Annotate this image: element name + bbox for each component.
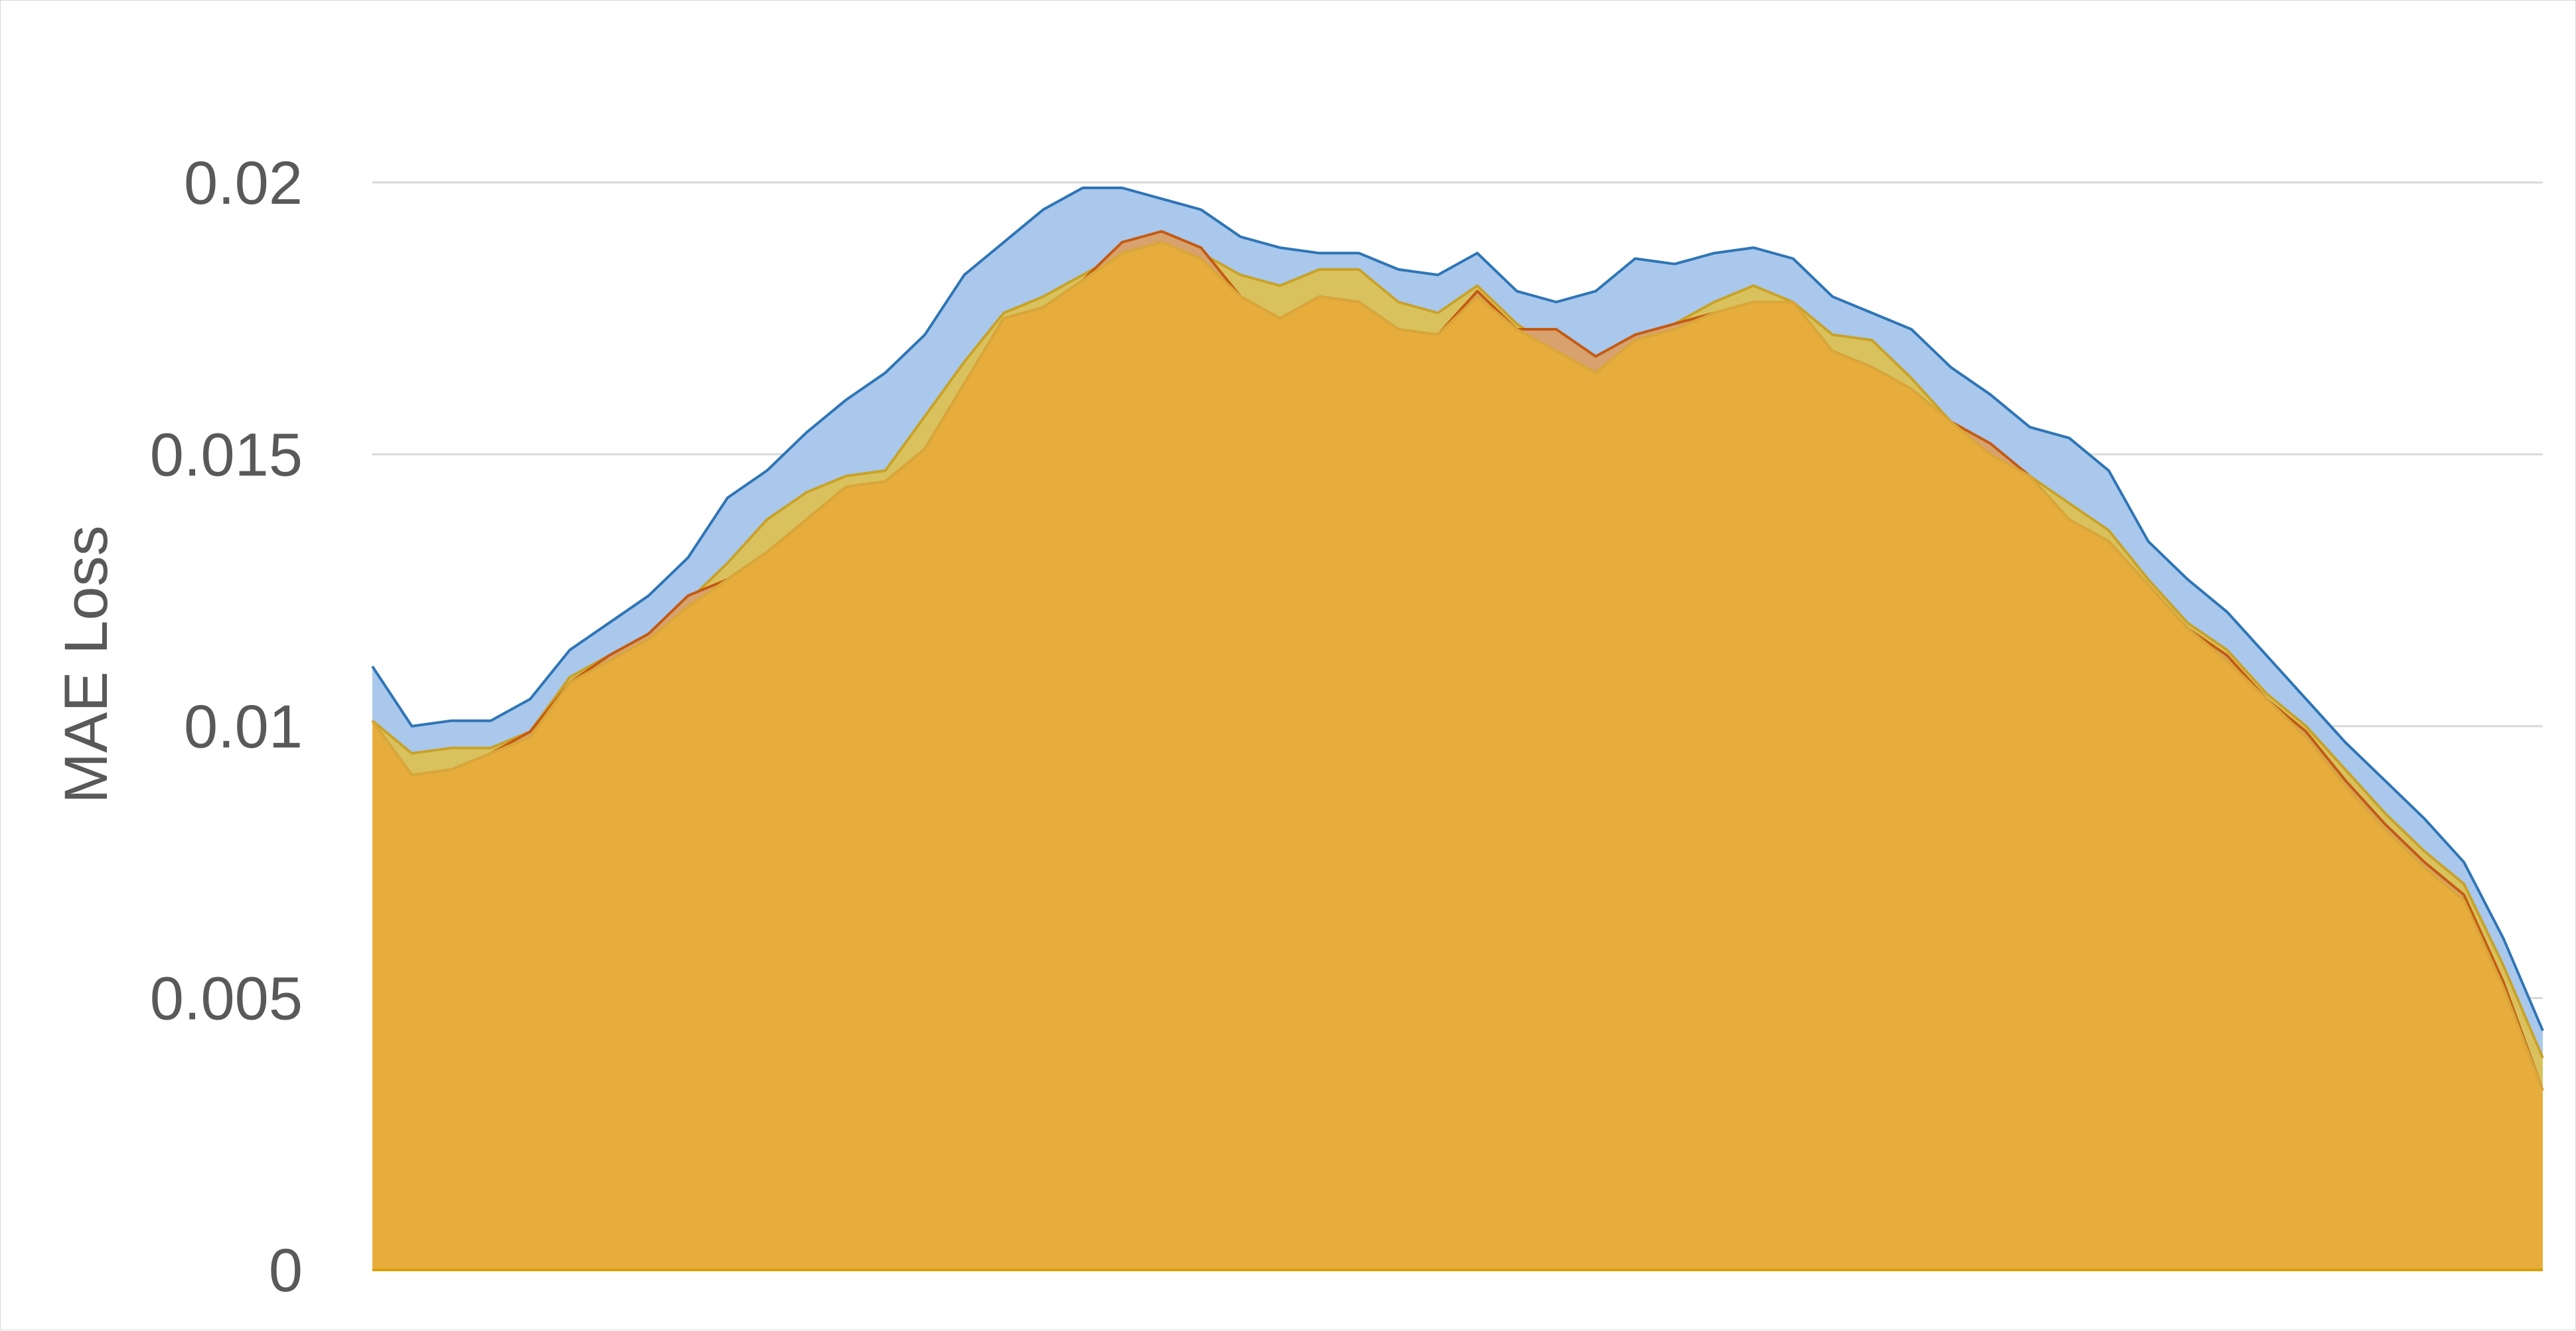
- y-axis: 0 0.005 0.01 0.015 0.02: [150, 149, 303, 1304]
- y-tick-label: 0: [269, 1237, 303, 1304]
- y-tick-label: 0.01: [184, 693, 303, 761]
- series-1-line: [371, 187, 2544, 1032]
- y-tick-label: 0.02: [184, 149, 303, 217]
- series-4-area: [372, 242, 2543, 1270]
- y-tick-label: 0.005: [150, 965, 303, 1032]
- series-4-line: [371, 240, 2544, 1091]
- y-tick-label: 0.015: [150, 421, 303, 489]
- series-2-line: [371, 240, 2544, 1059]
- series-areas: [371, 187, 2544, 1271]
- y-axis-title: MAE Loss: [52, 525, 120, 803]
